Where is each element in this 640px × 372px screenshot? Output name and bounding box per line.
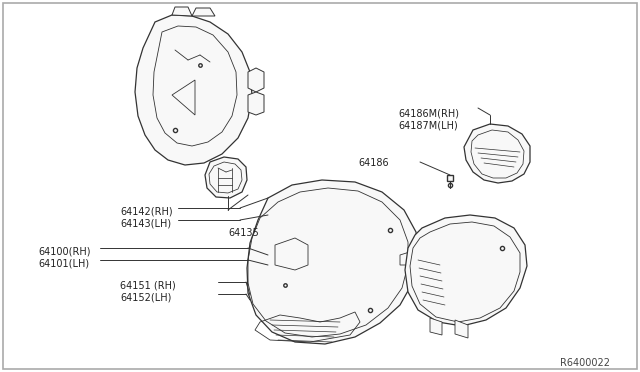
Text: 64152(LH): 64152(LH) bbox=[120, 293, 172, 303]
Polygon shape bbox=[247, 180, 418, 344]
Polygon shape bbox=[205, 157, 247, 198]
Text: 64186: 64186 bbox=[358, 158, 388, 168]
Polygon shape bbox=[172, 7, 192, 16]
Polygon shape bbox=[248, 68, 264, 92]
Polygon shape bbox=[455, 320, 468, 338]
Polygon shape bbox=[400, 250, 420, 265]
Text: 64143(LH): 64143(LH) bbox=[120, 219, 171, 229]
Polygon shape bbox=[135, 15, 252, 165]
Text: 64151 (RH): 64151 (RH) bbox=[120, 281, 176, 291]
Text: 64100(RH): 64100(RH) bbox=[38, 247, 90, 257]
Polygon shape bbox=[192, 8, 215, 16]
Text: 64142(RH): 64142(RH) bbox=[120, 207, 173, 217]
Text: 64135: 64135 bbox=[228, 228, 259, 238]
Text: 64187M(LH): 64187M(LH) bbox=[398, 120, 458, 130]
Polygon shape bbox=[464, 124, 530, 183]
Text: 64101(LH): 64101(LH) bbox=[38, 259, 89, 269]
Polygon shape bbox=[405, 215, 527, 326]
Text: R6400022: R6400022 bbox=[560, 358, 610, 368]
Polygon shape bbox=[430, 318, 442, 335]
Polygon shape bbox=[248, 92, 264, 115]
Text: 64186M(RH): 64186M(RH) bbox=[398, 108, 459, 118]
